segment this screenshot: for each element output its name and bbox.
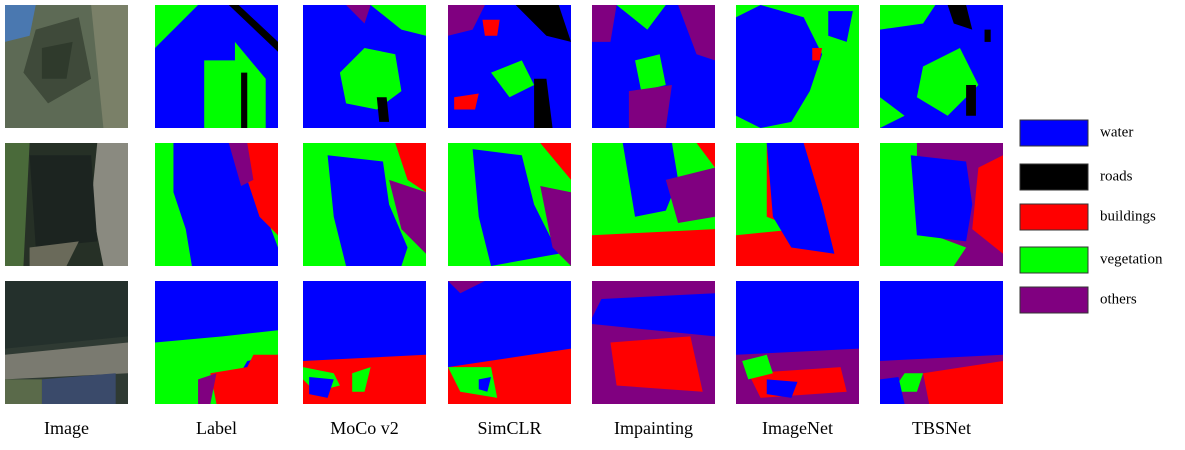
segmentation-map	[155, 143, 278, 266]
segmentation-map	[155, 5, 278, 128]
segmentation-map	[880, 5, 1003, 128]
segmentation-map	[592, 5, 715, 128]
seg-region	[482, 20, 499, 36]
photo-region	[30, 155, 98, 247]
segmentation-map	[448, 281, 571, 404]
legend-swatch	[1020, 120, 1088, 146]
segmentation-map	[880, 143, 1003, 266]
photo-region	[5, 379, 42, 404]
legend-swatch	[1020, 247, 1088, 273]
column-label: Label	[196, 418, 237, 438]
column-label: Image	[44, 418, 89, 438]
column-label: SimCLR	[477, 418, 541, 438]
seg-region	[241, 73, 247, 128]
segmentation-map	[736, 143, 859, 266]
segmentation-map	[736, 5, 859, 128]
column-label: ImageNet	[762, 418, 833, 438]
figure: Image Label MoCo v2 SimCLR Impainting ImageNe…	[0, 0, 1185, 445]
legend-label: others	[1100, 291, 1137, 307]
seg-region	[911, 155, 973, 241]
segmentation-map	[303, 143, 426, 266]
segmentation-map	[155, 281, 278, 404]
segmentation-map	[303, 281, 426, 404]
segmentation-map	[592, 281, 715, 404]
column-label: Impainting	[614, 418, 693, 438]
seg-region	[966, 85, 976, 116]
photo-tile	[5, 143, 128, 266]
segmentation-map	[448, 5, 571, 128]
photo-tile	[5, 281, 128, 404]
legend-swatch	[1020, 164, 1088, 190]
column-label: TBSNet	[912, 418, 971, 438]
segmentation-map	[303, 5, 426, 128]
seg-region	[985, 30, 991, 42]
segmentation-map	[592, 143, 715, 266]
segmentation-map	[880, 281, 1003, 404]
legend-swatch	[1020, 287, 1088, 313]
legend-label: vegetation	[1100, 251, 1163, 267]
seg-region	[629, 85, 672, 128]
seg-region	[592, 229, 715, 266]
segmentation-map	[448, 143, 571, 266]
column-label: MoCo v2	[330, 418, 399, 438]
page: Image Label MoCo v2 SimCLR Impainting ImageNe…	[0, 0, 1185, 445]
legend-label: water	[1100, 124, 1133, 140]
legend-swatch	[1020, 204, 1088, 230]
legend-label: roads	[1100, 168, 1133, 184]
photo-tile	[5, 5, 128, 128]
segmentation-map	[736, 281, 859, 404]
legend-label: buildings	[1100, 208, 1156, 224]
seg-region	[610, 336, 702, 391]
